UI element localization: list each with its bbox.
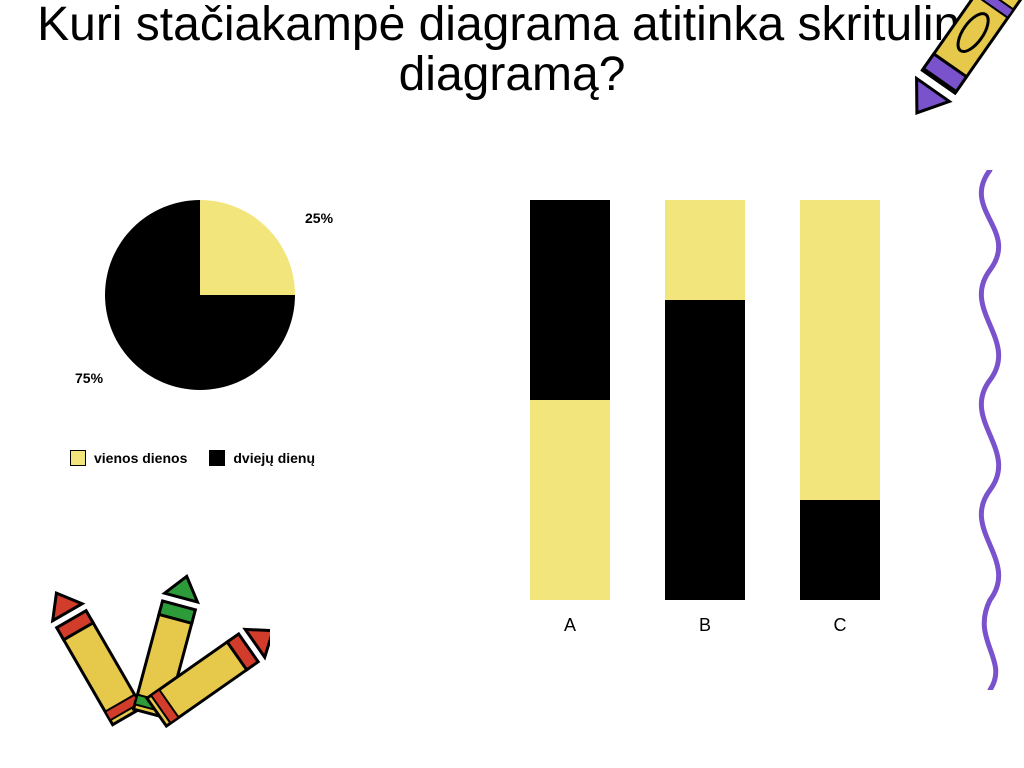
bar-c-seg-top xyxy=(800,200,880,500)
legend-text-2: dviejų dienų xyxy=(233,450,315,466)
pie-slice-label-25: 25% xyxy=(305,210,333,226)
pie-legend: vienos dienos dviejų dienų xyxy=(70,450,315,466)
pie-slice-label-75: 75% xyxy=(75,370,103,386)
bar-c-seg-bottom xyxy=(800,500,880,600)
bar-a-seg-bottom xyxy=(530,400,610,600)
crayon-icon-top-right xyxy=(880,0,1024,180)
pie-disc xyxy=(105,200,295,390)
bar-label-c: C xyxy=(800,615,880,636)
bar-b xyxy=(665,200,745,600)
bar-label-a: A xyxy=(530,615,610,636)
legend-swatch-2 xyxy=(209,450,225,466)
bar-a xyxy=(530,200,610,600)
bar-b-seg-top xyxy=(665,200,745,300)
bar-b-seg-bottom xyxy=(665,300,745,600)
bar-a-seg-top xyxy=(530,200,610,400)
crayons-icon-bottom-left xyxy=(40,560,270,760)
legend-text-1: vienos dienos xyxy=(94,450,187,466)
slide-title: Kuri stačiakampė diagrama atitinka skrit… xyxy=(0,0,1024,101)
pie-chart xyxy=(105,200,295,390)
bar-label-b: B xyxy=(665,615,745,636)
legend-swatch-1 xyxy=(70,450,86,466)
bar-c xyxy=(800,200,880,600)
bar-options: A B C xyxy=(530,200,950,640)
squiggle-icon-right xyxy=(950,170,1024,690)
